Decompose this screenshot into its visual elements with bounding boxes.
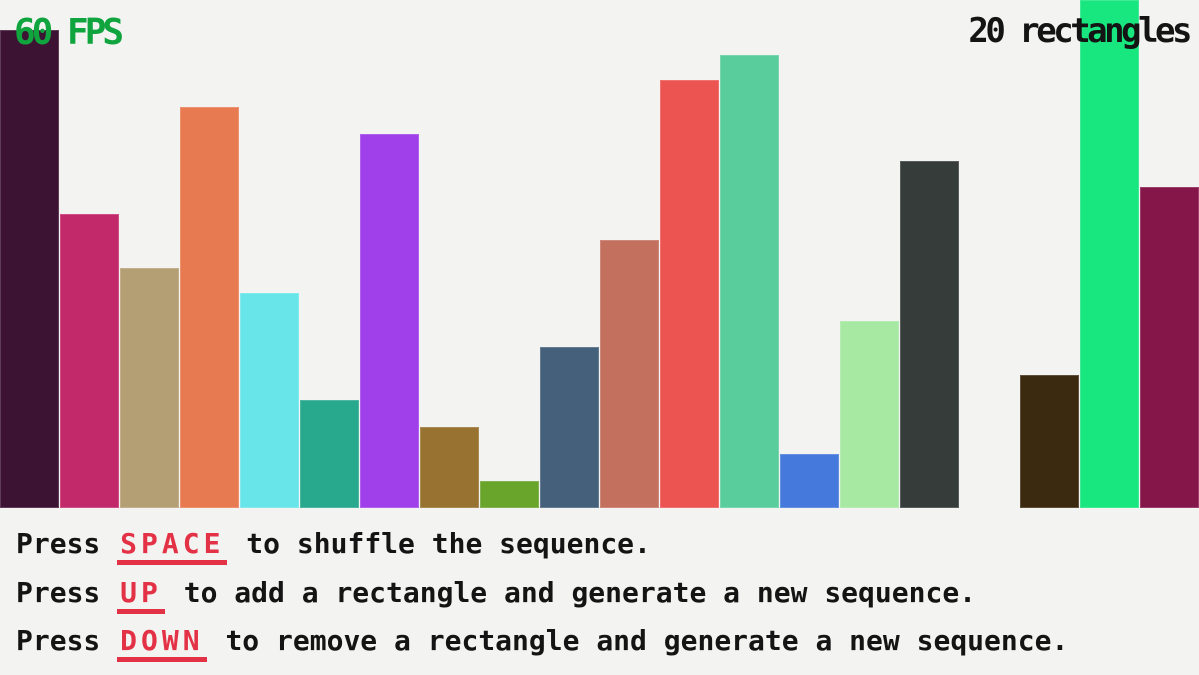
bar-18 [1020,375,1079,508]
rectangle-count: 20 rectangles [968,11,1192,51]
fps-counter: 60 FPS [14,12,124,53]
bar-14 [780,454,839,508]
bar-20 [1140,187,1199,508]
bar-13 [720,55,779,508]
bar-7 [360,134,419,508]
bar-12 [660,80,719,508]
bar-15 [840,321,899,508]
key-down: DOWN [117,624,207,662]
bar-5 [240,293,299,508]
bar-1 [0,30,59,508]
instruction-line-up: Press UP to add a rectangle and generate… [16,575,977,614]
key-space: SPACE [117,527,228,565]
instruction-prefix: Press [16,527,118,560]
instruction-suffix: to add a rectangle and generate a new se… [166,575,977,609]
instruction-prefix: Press [16,575,118,609]
bar-2 [60,214,119,508]
instruction-prefix: Press [16,624,118,657]
bar-3 [120,268,179,508]
bar-8 [420,427,479,508]
bar-6 [300,400,359,508]
instruction-suffix: to remove a rectangle and generate a new… [208,624,1069,657]
bar-11 [600,240,659,508]
bar-19 [1080,0,1139,508]
bar-16 [900,161,959,508]
key-up: UP [117,575,165,614]
instruction-suffix: to shuffle the sequence. [229,527,651,560]
instruction-line-space: Press SPACE to shuffle the sequence. [16,527,651,565]
bar-10 [540,347,599,508]
bar-4 [180,107,239,508]
instruction-line-down: Press DOWN to remove a rectangle and gen… [16,624,1069,662]
bar-9 [480,481,539,508]
